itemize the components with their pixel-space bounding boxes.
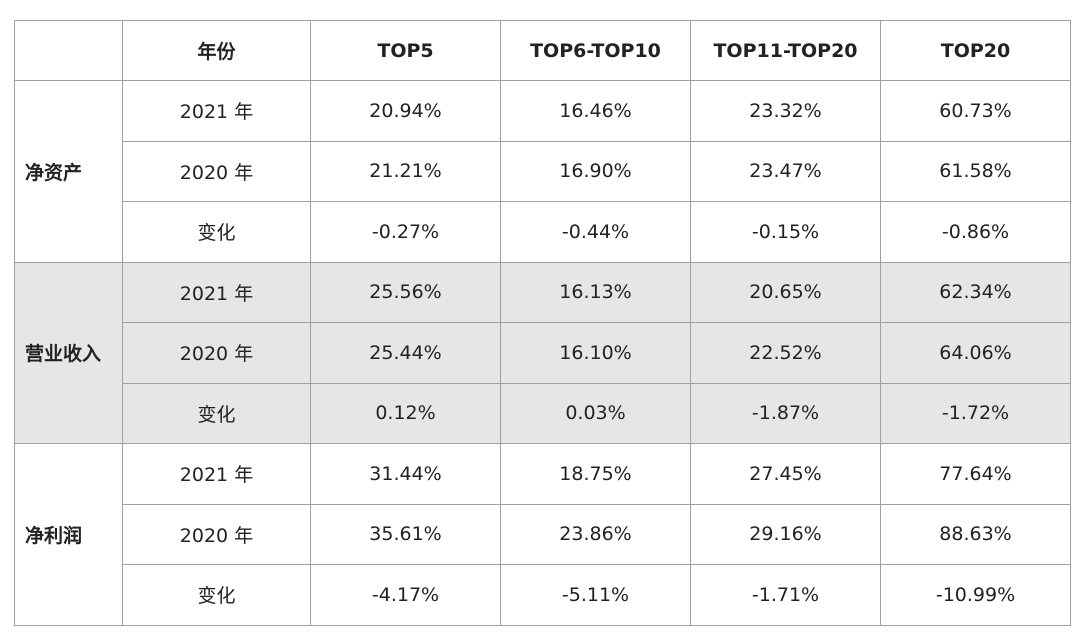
header-cell: 年份 [122,20,311,81]
value-cell: 23.47% [690,140,881,202]
value-cell: 23.86% [500,503,691,565]
value-cell: 18.75% [500,443,691,505]
value-cell: 31.44% [310,443,501,505]
year-cell: 2021 年 [122,261,311,323]
value-cell: -0.86% [880,201,1071,263]
value-cell: 21.21% [310,140,501,202]
year-cell: 2021 年 [122,443,311,505]
value-cell: 22.52% [690,322,881,384]
table-row: 2020 年 21.21% 16.90% 23.47% 61.58% [15,140,1071,202]
value-cell: -0.27% [310,201,501,263]
value-cell: 25.56% [310,261,501,323]
year-cell: 变化 [122,382,311,444]
value-cell: 27.45% [690,443,881,505]
value-cell: -0.15% [690,201,881,263]
year-cell: 2020 年 [122,322,311,384]
value-cell: 16.13% [500,261,691,323]
value-cell: -5.11% [500,564,691,626]
value-cell: 64.06% [880,322,1071,384]
value-cell: 35.61% [310,503,501,565]
value-cell: 20.65% [690,261,881,323]
table-row: 变化 0.12% 0.03% -1.87% -1.72% [15,382,1071,444]
year-cell: 2020 年 [122,140,311,202]
value-cell: -0.44% [500,201,691,263]
value-cell: -1.72% [880,382,1071,444]
header-cell: TOP11-TOP20 [690,20,881,81]
value-cell: 25.44% [310,322,501,384]
value-cell: 0.12% [310,382,501,444]
table-row: 净利润 2021 年 31.44% 18.75% 27.45% 77.64% [14,443,1071,626]
data-table: 年份 TOP5 TOP6-TOP10 TOP11-TOP20 TOP20 净资产 2021… [14,20,1071,626]
table-row: 变化 -4.17% -5.11% -1.71% -10.99% [15,564,1071,626]
table-row: 营业收入 2021 年 25.56% 16.13% 20.65% 62.34% [14,261,1071,444]
table-row: 变化 -0.27% -0.44% -0.15% -0.86% [15,201,1071,263]
value-cell: -1.71% [690,564,881,626]
value-cell: 88.63% [880,503,1071,565]
value-cell: 77.64% [880,443,1071,505]
year-cell: 变化 [122,201,311,263]
header-cell [14,20,123,81]
value-cell: 61.58% [880,140,1071,202]
group-label: 营业收入 [14,261,123,444]
value-cell: 20.94% [310,80,501,142]
value-cell: 16.90% [500,140,691,202]
value-cell: -1.87% [690,382,881,444]
value-cell: 62.34% [880,261,1071,323]
value-cell: 23.32% [690,80,881,142]
header-cell: TOP6-TOP10 [500,20,691,81]
table-row: 净资产 2021 年 20.94% 16.46% 23.32% 60.73% [14,80,1071,263]
value-cell: 60.73% [880,80,1071,142]
group-label: 净资产 [14,80,123,263]
year-cell: 变化 [122,564,311,626]
header-cell: TOP5 [310,20,501,81]
year-cell: 2020 年 [122,503,311,565]
header-row: 年份 TOP5 TOP6-TOP10 TOP11-TOP20 TOP20 [14,20,1071,81]
header-cell: TOP20 [880,20,1071,81]
value-cell: -4.17% [310,564,501,626]
value-cell: 29.16% [690,503,881,565]
group-label: 净利润 [14,443,123,626]
value-cell: 16.10% [500,322,691,384]
value-cell: 16.46% [500,80,691,142]
table-row: 2020 年 35.61% 23.86% 29.16% 88.63% [15,503,1071,565]
year-cell: 2021 年 [122,80,311,142]
value-cell: -10.99% [880,564,1071,626]
value-cell: 0.03% [500,382,691,444]
table-row: 2020 年 25.44% 16.10% 22.52% 64.06% [15,322,1071,384]
